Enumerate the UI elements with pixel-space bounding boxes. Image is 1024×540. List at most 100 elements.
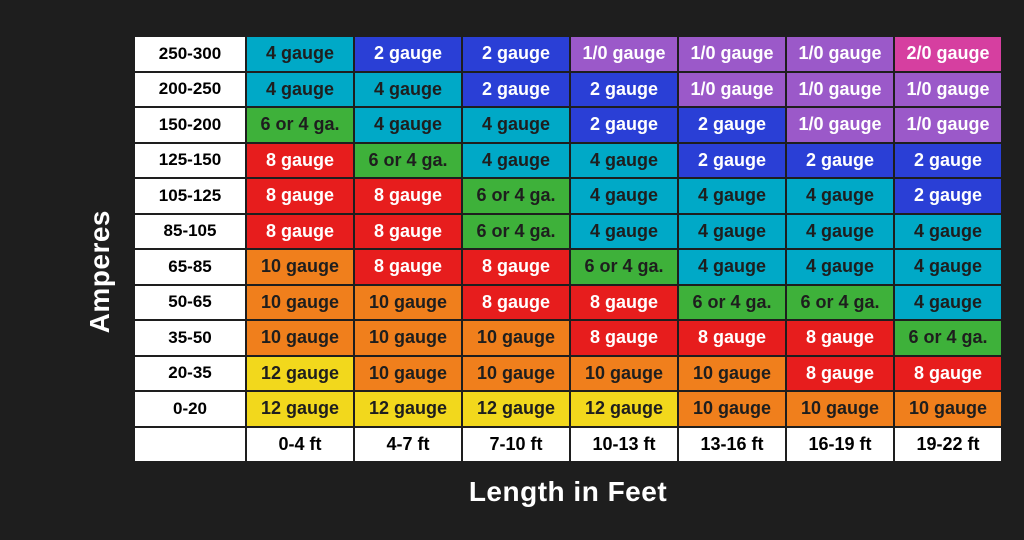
row-header: 200-250	[134, 72, 246, 108]
gauge-cell: 1/0 gauge	[678, 36, 786, 72]
gauge-cell: 2 gauge	[354, 36, 462, 72]
gauge-cell: 6 or 4 ga.	[786, 285, 894, 321]
gauge-cell: 8 gauge	[570, 285, 678, 321]
gauge-cell: 8 gauge	[786, 356, 894, 392]
row-header: 35-50	[134, 320, 246, 356]
gauge-cell: 6 or 4 ga.	[894, 320, 1002, 356]
gauge-cell: 8 gauge	[354, 214, 462, 250]
col-header: 4-7 ft	[354, 427, 462, 463]
gauge-cell: 10 gauge	[786, 391, 894, 427]
gauge-cell: 8 gauge	[246, 178, 354, 214]
gauge-cell: 2 gauge	[570, 107, 678, 143]
gauge-cell: 8 gauge	[246, 214, 354, 250]
gauge-cell: 12 gauge	[462, 391, 570, 427]
row-header: 125-150	[134, 143, 246, 179]
gauge-cell: 12 gauge	[570, 391, 678, 427]
chart-wrap: Amperes 250-3004 gauge2 gauge2 gauge1/0 …	[84, 36, 1002, 508]
gauge-cell: 10 gauge	[678, 356, 786, 392]
gauge-cell: 10 gauge	[894, 391, 1002, 427]
gauge-cell: 2 gauge	[678, 107, 786, 143]
gauge-cell: 6 or 4 ga.	[462, 178, 570, 214]
gauge-cell: 12 gauge	[246, 391, 354, 427]
gauge-cell: 2 gauge	[786, 143, 894, 179]
gauge-table: 250-3004 gauge2 gauge2 gauge1/0 gauge1/0…	[134, 36, 1002, 462]
gauge-cell: 8 gauge	[246, 143, 354, 179]
gauge-cell: 1/0 gauge	[570, 36, 678, 72]
blank-corner	[134, 427, 246, 463]
gauge-cell: 4 gauge	[354, 72, 462, 108]
gauge-cell: 1/0 gauge	[786, 36, 894, 72]
row-header: 50-65	[134, 285, 246, 321]
row-header: 85-105	[134, 214, 246, 250]
gauge-cell: 4 gauge	[894, 249, 1002, 285]
gauge-cell: 4 gauge	[894, 285, 1002, 321]
col-header: 16-19 ft	[786, 427, 894, 463]
gauge-cell: 4 gauge	[462, 143, 570, 179]
gauge-cell: 12 gauge	[246, 356, 354, 392]
col-header: 0-4 ft	[246, 427, 354, 463]
gauge-cell: 8 gauge	[354, 249, 462, 285]
gauge-cell: 8 gauge	[462, 285, 570, 321]
row-header: 250-300	[134, 36, 246, 72]
gauge-cell: 8 gauge	[570, 320, 678, 356]
gauge-cell: 8 gauge	[354, 178, 462, 214]
gauge-cell: 1/0 gauge	[894, 72, 1002, 108]
row-header: 105-125	[134, 178, 246, 214]
gauge-cell: 2 gauge	[462, 36, 570, 72]
col-header: 19-22 ft	[894, 427, 1002, 463]
gauge-cell: 10 gauge	[462, 356, 570, 392]
gauge-cell: 6 or 4 ga.	[246, 107, 354, 143]
gauge-cell: 4 gauge	[354, 107, 462, 143]
gauge-cell: 2 gauge	[894, 143, 1002, 179]
col-header: 10-13 ft	[570, 427, 678, 463]
gauge-cell: 4 gauge	[570, 214, 678, 250]
row-header: 150-200	[134, 107, 246, 143]
row-header: 0-20	[134, 391, 246, 427]
gauge-cell: 10 gauge	[354, 356, 462, 392]
gauge-cell: 4 gauge	[246, 72, 354, 108]
gauge-cell: 4 gauge	[570, 143, 678, 179]
gauge-cell: 10 gauge	[354, 320, 462, 356]
gauge-cell: 4 gauge	[570, 178, 678, 214]
gauge-cell: 10 gauge	[246, 285, 354, 321]
gauge-cell: 1/0 gauge	[894, 107, 1002, 143]
y-axis-label: Amperes	[84, 210, 116, 333]
gauge-cell: 6 or 4 ga.	[570, 249, 678, 285]
col-header: 13-16 ft	[678, 427, 786, 463]
gauge-cell: 8 gauge	[786, 320, 894, 356]
gauge-cell: 4 gauge	[678, 249, 786, 285]
gauge-cell: 1/0 gauge	[786, 72, 894, 108]
gauge-cell: 1/0 gauge	[786, 107, 894, 143]
gauge-cell: 2 gauge	[678, 143, 786, 179]
row-header: 20-35	[134, 356, 246, 392]
gauge-cell: 2/0 gauge	[894, 36, 1002, 72]
gauge-cell: 8 gauge	[678, 320, 786, 356]
gauge-cell: 4 gauge	[786, 214, 894, 250]
gauge-cell: 4 gauge	[678, 178, 786, 214]
gauge-cell: 2 gauge	[894, 178, 1002, 214]
gauge-cell: 4 gauge	[894, 214, 1002, 250]
gauge-cell: 1/0 gauge	[678, 72, 786, 108]
table-and-xlabel: 250-3004 gauge2 gauge2 gauge1/0 gauge1/0…	[134, 36, 1002, 508]
gauge-cell: 4 gauge	[786, 249, 894, 285]
row-header: 65-85	[134, 249, 246, 285]
gauge-cell: 6 or 4 ga.	[462, 214, 570, 250]
gauge-cell: 6 or 4 ga.	[678, 285, 786, 321]
gauge-cell: 2 gauge	[462, 72, 570, 108]
gauge-cell: 10 gauge	[246, 249, 354, 285]
gauge-cell: 10 gauge	[246, 320, 354, 356]
gauge-cell: 10 gauge	[354, 285, 462, 321]
gauge-cell: 8 gauge	[894, 356, 1002, 392]
gauge-cell: 4 gauge	[246, 36, 354, 72]
gauge-cell: 2 gauge	[570, 72, 678, 108]
gauge-cell: 10 gauge	[462, 320, 570, 356]
x-axis-label: Length in Feet	[134, 476, 1002, 508]
gauge-cell: 4 gauge	[462, 107, 570, 143]
col-header: 7-10 ft	[462, 427, 570, 463]
gauge-cell: 10 gauge	[678, 391, 786, 427]
gauge-cell: 4 gauge	[678, 214, 786, 250]
gauge-cell: 8 gauge	[462, 249, 570, 285]
gauge-cell: 4 gauge	[786, 178, 894, 214]
gauge-cell: 12 gauge	[354, 391, 462, 427]
gauge-cell: 6 or 4 ga.	[354, 143, 462, 179]
